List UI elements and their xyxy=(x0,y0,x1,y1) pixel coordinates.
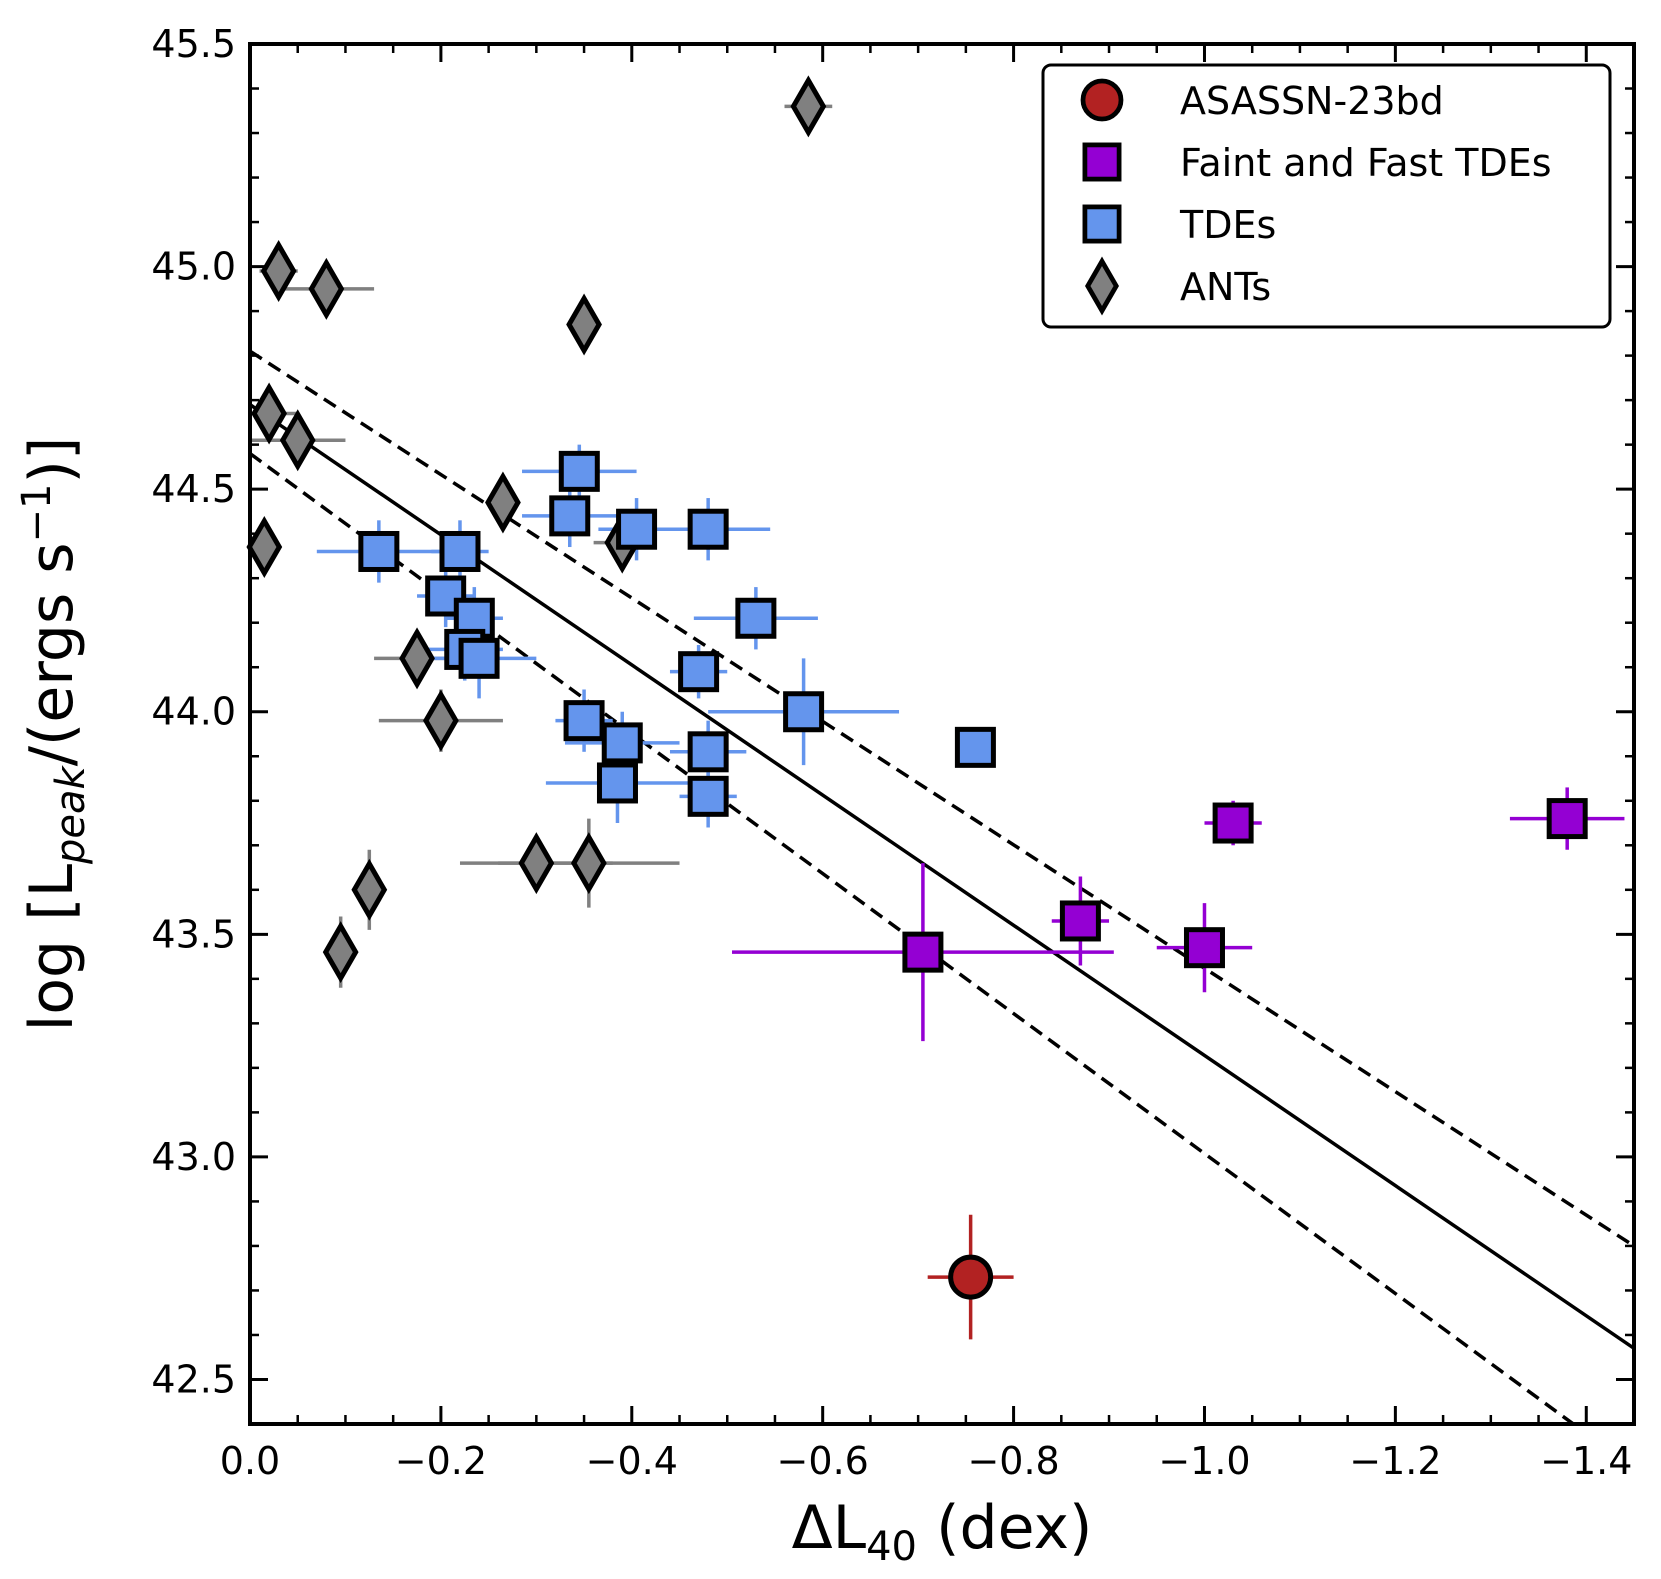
y-axis-title-sub: peak xyxy=(48,764,94,865)
ants-point-3 xyxy=(566,293,602,356)
tdes-point-15 xyxy=(687,731,729,773)
legend-label-ants: ANTs xyxy=(1180,265,1271,309)
x-tick-label: −1.4 xyxy=(1540,1439,1632,1483)
ants-point-14 xyxy=(322,921,359,984)
x-tick-label: −0.8 xyxy=(967,1439,1059,1483)
tdes-point-10 xyxy=(458,637,500,679)
axes: 0.0 −0.2 −0.4 −0.6 −0.8 −1.0 −1.2 −1.4 42.5 43.0 4… xyxy=(14,22,1636,1570)
fit-lines xyxy=(250,349,1634,1424)
asassn-23bd-point-0 xyxy=(948,1254,994,1300)
tdes-point-2 xyxy=(616,508,658,550)
ants-point-12 xyxy=(570,832,607,895)
legend: ASASSN-23bd Faint and Fast TDEs TDEs ANTs xyxy=(1041,63,1612,329)
y-tick-label: 42.5 xyxy=(151,1357,236,1401)
legend-marker-ants xyxy=(1085,256,1119,316)
tdes-point-0 xyxy=(558,450,600,492)
legend-marker-asassn-23bd xyxy=(1080,78,1124,122)
faint-and-fast-tdes-point-0 xyxy=(902,931,944,973)
y-tick-label: 45.5 xyxy=(151,22,236,66)
ants-point-13 xyxy=(351,858,388,921)
tdes-point-5 xyxy=(439,530,481,572)
ants-point-5 xyxy=(279,409,316,472)
tdes-point-13 xyxy=(563,700,605,742)
tdes-point-16 xyxy=(954,726,996,768)
faint-and-fast-tdes-point-4 xyxy=(1546,798,1588,840)
ants-point-4 xyxy=(251,382,287,445)
tdes-point-11 xyxy=(678,651,720,693)
ants-point-11 xyxy=(518,832,555,895)
faint-and-fast-tdes-point-2 xyxy=(1183,927,1225,969)
y-tick-label: 45.0 xyxy=(151,245,236,289)
y-tick-label: 43.0 xyxy=(151,1135,236,1179)
tdes-point-14 xyxy=(601,722,643,764)
ants-point-10 xyxy=(423,689,459,752)
y-axis-title-sup: −1 xyxy=(14,483,60,542)
legend-label-tdes: TDEs xyxy=(1179,203,1276,247)
faint-and-fast-tdes-point-1 xyxy=(1059,900,1101,942)
tdes-point-17 xyxy=(596,762,638,804)
tdes-point-12 xyxy=(783,691,825,733)
y-tick-label: 44.0 xyxy=(151,690,236,734)
tdes-point-8 xyxy=(735,597,777,639)
plot-frame xyxy=(248,42,1636,1426)
x-tick-label: −1.0 xyxy=(1158,1439,1250,1483)
ants-point-8 xyxy=(246,516,283,579)
fit-line-dashed-1 xyxy=(250,349,1634,1248)
data-markers xyxy=(246,75,1588,1300)
legend-marker-tdes xyxy=(1082,204,1122,244)
ants-point-0 xyxy=(260,240,297,303)
legend-marker-faint-and-fast-tdes xyxy=(1082,142,1122,182)
tdes-point-18 xyxy=(687,775,729,817)
y-axis-title-mid: /(ergs s xyxy=(17,542,87,766)
y-tick-label: 44.5 xyxy=(151,467,236,511)
ants-point-6 xyxy=(485,471,521,534)
x-axis-title: ΔL40 (dex) xyxy=(792,1493,1093,1570)
x-axis-title-base: ΔL xyxy=(792,1493,867,1563)
y-axis-title-post: )] xyxy=(17,437,87,484)
y-tick-label: 43.5 xyxy=(151,912,236,956)
legend-box xyxy=(1041,63,1612,329)
ants-point-9 xyxy=(399,627,435,690)
x-axis-title-rest: (dex) xyxy=(917,1493,1092,1563)
y-axis-title-pre: log [L xyxy=(17,863,87,1031)
faint-and-fast-tdes-point-3 xyxy=(1212,802,1254,844)
tdes-point-3 xyxy=(687,508,729,550)
fit-line-solid-0 xyxy=(250,403,1634,1350)
tdes-point-1 xyxy=(549,495,591,537)
x-axis-title-sub: 40 xyxy=(866,1524,917,1570)
ants-point-1 xyxy=(308,257,345,320)
x-tick-label: −0.6 xyxy=(777,1439,869,1483)
legend-label-asassn-23bd: ASASSN-23bd xyxy=(1180,79,1444,123)
ants-point-2 xyxy=(790,75,827,138)
x-tick-label: −0.2 xyxy=(395,1439,487,1483)
legend-label-faint-and-fast-tdes: Faint and Fast TDEs xyxy=(1180,141,1552,185)
x-tick-label: 0.0 xyxy=(220,1439,280,1483)
tdes-point-4 xyxy=(358,530,400,572)
y-axis-title: log [Lpeak/(ergs s−1)] xyxy=(14,437,94,1032)
x-tick-label: −1.2 xyxy=(1349,1439,1441,1483)
x-tick-label: −0.4 xyxy=(586,1439,678,1483)
